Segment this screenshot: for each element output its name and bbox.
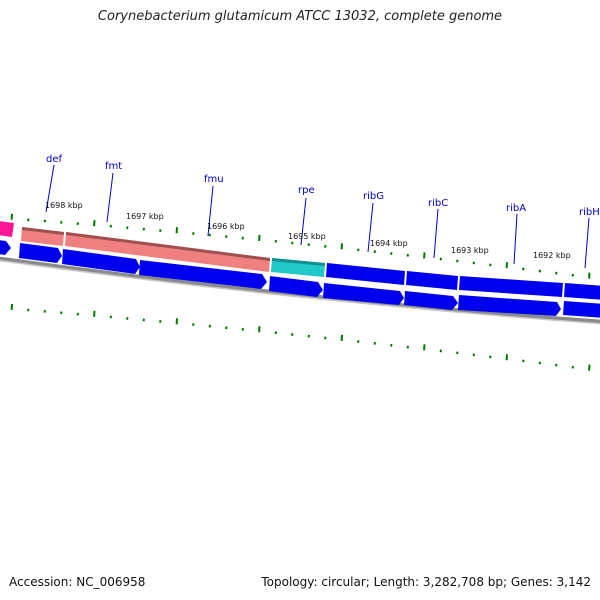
- gene-label-rpe[interactable]: rpe: [298, 185, 315, 196]
- cds-arrow-4[interactable]: [139, 260, 267, 289]
- feature-blue-outer-3[interactable]: [459, 276, 563, 297]
- leader-def: [45, 164, 55, 213]
- feature-blue-outer-1[interactable]: [326, 263, 405, 285]
- scale-label: 1698 kbp: [45, 201, 83, 210]
- gene-label-fmt[interactable]: fmt: [105, 161, 122, 172]
- cds-arrow-3[interactable]: [62, 249, 140, 274]
- feature-pink-2[interactable]: [65, 232, 270, 272]
- feature-magenta[interactable]: [0, 221, 14, 237]
- cds-arrow-6[interactable]: [323, 283, 404, 305]
- gene-label-def[interactable]: def: [46, 154, 63, 165]
- scale-label: 1697 kbp: [126, 212, 164, 221]
- scale-ticks-inner: [10, 303, 591, 371]
- feature-cyan-top: [272, 258, 325, 266]
- map-title: Corynebacterium glutamicum ATCC 13032, c…: [97, 9, 503, 24]
- scale-label: 1692 kbp: [533, 251, 571, 260]
- gene-label-fmu[interactable]: fmu: [204, 174, 224, 185]
- scale-label: 1694 kbp: [370, 239, 408, 248]
- gene-label-ribC[interactable]: ribC: [428, 198, 448, 209]
- leader-ribA: [513, 213, 518, 265]
- scale-labels: 1698 kbp 1697 kbp 1696 kbp 1695 kbp 1694…: [45, 201, 571, 260]
- genome-backbone-shadow: [0, 259, 600, 325]
- cds-arrow-8[interactable]: [458, 295, 561, 316]
- leader-fmt: [106, 172, 114, 223]
- leader-ribH: [584, 217, 590, 269]
- cds-arrow-9[interactable]: [563, 301, 600, 318]
- feature-blue-outer-2[interactable]: [406, 271, 458, 290]
- leader-ribG: [367, 202, 374, 253]
- leader-ribC: [433, 208, 439, 259]
- topology-summary: Topology: circular; Length: 3,282,708 bp…: [261, 575, 591, 589]
- scale-label: 1696 kbp: [207, 222, 245, 231]
- feature-blue-outer-4[interactable]: [564, 283, 600, 300]
- cds-arrow-0[interactable]: [0, 240, 11, 255]
- feature-pink-1-top: [22, 227, 64, 235]
- scale-ticks-outer: [10, 213, 591, 279]
- scale-label: 1693 kbp: [451, 246, 489, 255]
- gene-label-ribG[interactable]: ribG: [363, 191, 384, 202]
- accession-text: Accession: NC_006958: [9, 575, 146, 589]
- scale-label: 1695 kbp: [288, 232, 326, 241]
- gene-labels: def fmt fmu rpe ribG ribC ribA ribH: [45, 154, 600, 269]
- leader-rpe: [300, 197, 307, 246]
- cds-arrow-5[interactable]: [269, 276, 323, 297]
- cds-arrow-7[interactable]: [404, 291, 458, 310]
- gene-label-ribA[interactable]: ribA: [506, 203, 526, 214]
- leader-fmu: [207, 185, 214, 237]
- feature-pink-2-top: [66, 232, 270, 261]
- cds-arrow-2[interactable]: [19, 243, 62, 263]
- genome-backbone: [0, 256, 600, 324]
- gene-label-ribH[interactable]: ribH: [579, 207, 600, 218]
